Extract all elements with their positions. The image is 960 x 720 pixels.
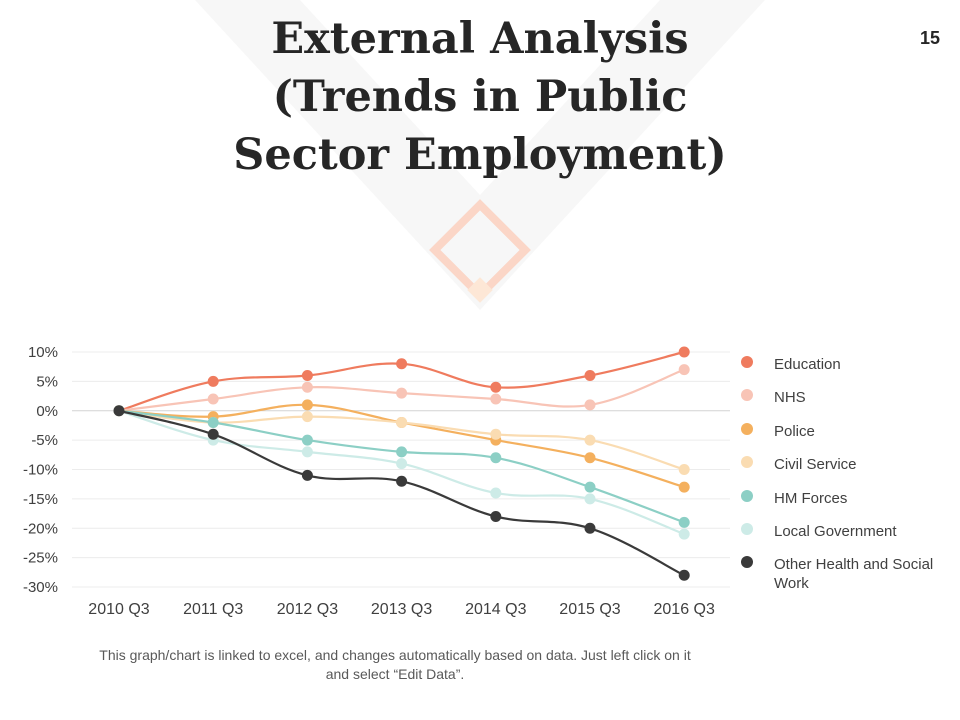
legend-label: Education — [774, 356, 841, 373]
data-point-other-health-and-social-work[interactable] — [207, 428, 219, 440]
data-point-civil-service[interactable] — [584, 434, 596, 446]
data-point-hm-forces[interactable] — [678, 516, 690, 528]
data-point-nhs[interactable] — [301, 381, 313, 393]
data-point-local-government[interactable] — [678, 528, 690, 540]
legend-marker — [741, 522, 753, 535]
legend-marker — [741, 356, 753, 368]
data-point-other-health-and-social-work[interactable] — [396, 475, 408, 487]
data-point-local-government[interactable] — [301, 446, 313, 458]
legend-marker — [741, 489, 753, 502]
data-point-other-health-and-social-work[interactable] — [113, 405, 125, 417]
data-point-other-health-and-social-work[interactable] — [301, 469, 313, 481]
series-line-other-health-and-social-work — [118, 409, 685, 577]
series-other-health-and-social-work — [113, 405, 690, 581]
data-point-education[interactable] — [396, 358, 408, 370]
line-chart: 10% 5% 0% -5% -10% -15% -20% -25% -30% 2… — [23, 344, 730, 618]
data-point-civil-service[interactable] — [678, 464, 690, 475]
legend-label: HM Forces — [774, 489, 848, 507]
legend-label: Civil Service — [774, 456, 857, 474]
legend-label: Other Health and Social Work — [774, 556, 934, 593]
chart-footnote: This graph/chart is linked to excel, and… — [99, 647, 691, 682]
y-tick-label: -25% — [23, 550, 58, 567]
y-tick-label: -30% — [23, 579, 58, 596]
x-category-label: 2010 Q3 — [88, 601, 149, 618]
legend-marker — [741, 556, 753, 569]
series-nhs — [113, 364, 690, 417]
title-line-2: (Trends in Public — [272, 72, 688, 122]
data-point-other-health-and-social-work[interactable] — [490, 511, 502, 522]
y-tick-label: 10% — [28, 344, 58, 361]
data-point-hm-forces[interactable] — [490, 452, 502, 464]
legend-marker — [741, 456, 753, 469]
y-tick-label: -20% — [23, 520, 58, 537]
legend-marker — [741, 389, 753, 402]
y-tick-label: -10% — [23, 462, 58, 479]
y-tick-label: 5% — [36, 373, 58, 390]
data-point-police[interactable] — [678, 481, 690, 493]
legend-label: NHS — [774, 389, 806, 407]
data-point-police[interactable] — [584, 452, 596, 464]
data-point-nhs[interactable] — [584, 399, 596, 411]
x-category-label: 2016 Q3 — [654, 601, 715, 618]
data-point-local-government[interactable] — [396, 458, 408, 470]
x-category-label: 2015 Q3 — [559, 601, 620, 618]
data-point-local-government[interactable] — [490, 487, 502, 499]
page-title: External Analysis (Trends in Public Sect… — [200, 10, 760, 184]
diamond-small — [467, 277, 493, 303]
y-axis-labels: 10% 5% 0% -5% -10% -15% -20% -25% -30% — [23, 344, 58, 596]
data-point-local-government[interactable] — [584, 493, 596, 505]
title-line-3: Sector Employment) — [233, 130, 727, 180]
data-point-other-health-and-social-work[interactable] — [678, 569, 690, 581]
data-point-education[interactable] — [301, 370, 313, 381]
grid-lines — [72, 351, 730, 588]
legend-label: Police — [774, 422, 815, 440]
background-chevron — [195, 0, 765, 310]
x-category-label: 2011 Q3 — [183, 601, 243, 618]
data-point-civil-service[interactable] — [396, 417, 408, 428]
legend-label: Local Government — [774, 522, 897, 540]
data-point-education[interactable] — [678, 346, 690, 358]
y-tick-label: 0% — [36, 403, 58, 420]
x-category-label: 2013 Q3 — [371, 601, 432, 618]
data-point-education[interactable] — [490, 381, 502, 393]
data-point-hm-forces[interactable] — [396, 446, 408, 458]
series-line-local-government — [118, 409, 685, 536]
data-point-nhs[interactable] — [396, 387, 408, 399]
x-category-label: 2012 Q3 — [277, 601, 338, 618]
data-point-education[interactable] — [584, 370, 596, 381]
x-axis-labels: 2010 Q3 2011 Q3 2012 Q3 2013 Q3 2014 Q3 … — [88, 601, 715, 618]
data-point-hm-forces[interactable] — [584, 481, 596, 493]
data-point-nhs[interactable] — [490, 393, 502, 405]
title-line-1: External Analysis — [271, 14, 689, 64]
y-tick-label: -15% — [23, 491, 58, 508]
series-lines — [113, 346, 690, 581]
data-point-police[interactable] — [301, 399, 313, 411]
data-point-civil-service[interactable] — [301, 411, 313, 423]
x-category-label: 2014 Q3 — [465, 601, 526, 618]
data-point-nhs[interactable] — [678, 364, 690, 376]
data-point-hm-forces[interactable] — [207, 417, 219, 428]
y-tick-label: -5% — [31, 432, 58, 449]
data-point-other-health-and-social-work[interactable] — [584, 522, 596, 534]
data-point-nhs[interactable] — [207, 393, 219, 405]
data-point-civil-service[interactable] — [490, 428, 502, 440]
data-point-hm-forces[interactable] — [301, 434, 313, 446]
legend-marker — [741, 422, 753, 435]
diamond-outline — [429, 199, 531, 301]
page-number: 15 — [919, 28, 940, 48]
data-point-education[interactable] — [207, 375, 219, 387]
